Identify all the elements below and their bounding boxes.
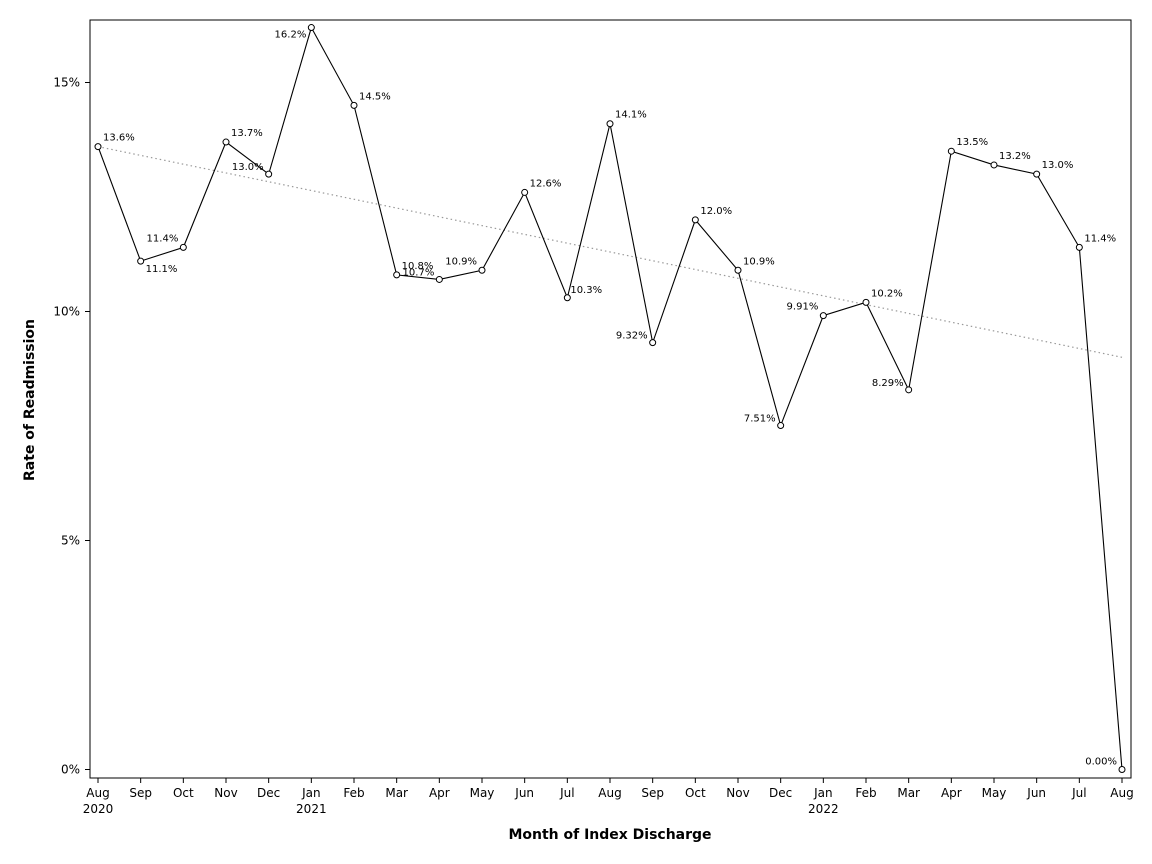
- data-point: [265, 170, 273, 178]
- data-label: 9.91%: [787, 302, 819, 313]
- data-label: 10.7%: [403, 267, 435, 278]
- data-point: [1033, 170, 1041, 178]
- series-group: [94, 24, 1126, 773]
- data-point: [947, 147, 955, 155]
- data-label: 10.8%: [402, 261, 434, 272]
- data-label: 13.7%: [231, 128, 263, 139]
- x-tick-label: Apr: [941, 786, 962, 800]
- x-tick-label: Aug: [86, 786, 109, 800]
- x-axis-title: Month of Index Discharge: [508, 827, 711, 843]
- data-point: [734, 266, 742, 274]
- data-point: [435, 275, 443, 283]
- y-tick-label: 10%: [53, 305, 80, 319]
- data-point: [649, 339, 657, 347]
- x-tick-label: Feb: [855, 786, 876, 800]
- data-label: 10.2%: [871, 288, 903, 299]
- x-tick-label: May: [470, 786, 495, 800]
- data-label: 11.1%: [146, 264, 178, 275]
- x-tick-label: Aug: [1110, 786, 1133, 800]
- x-year-label: 2020: [83, 802, 114, 816]
- x-tick-label: Dec: [769, 786, 792, 800]
- data-point: [478, 266, 486, 274]
- y-tick-label: 0%: [61, 763, 80, 777]
- trendline-group: [97, 146, 1123, 358]
- x-tick-label: Nov: [726, 786, 749, 800]
- data-point: [905, 386, 913, 394]
- x-tick-label: Nov: [214, 786, 237, 800]
- x-tick-label: Feb: [343, 786, 364, 800]
- x-year-label: 2021: [296, 802, 327, 816]
- data-label: 10.9%: [445, 256, 477, 267]
- x-tick-label: Jul: [559, 786, 574, 800]
- data-point: [222, 138, 230, 146]
- x-tick-label: Jun: [514, 786, 534, 800]
- data-point: [393, 271, 401, 279]
- data-label: 0.00%: [1085, 757, 1117, 768]
- x-tick-label: Sep: [641, 786, 664, 800]
- data-label: 13.2%: [999, 151, 1031, 162]
- x-year-label: 2022: [808, 802, 839, 816]
- x-tick-label: Aug: [598, 786, 621, 800]
- x-tick-label: Jan: [301, 786, 321, 800]
- data-label: 9.32%: [616, 331, 648, 342]
- data-point: [819, 312, 827, 320]
- data-label: 11.4%: [1084, 233, 1116, 244]
- x-tick-label: Mar: [385, 786, 408, 800]
- x-tick-label: Sep: [129, 786, 152, 800]
- data-label: 7.51%: [744, 414, 776, 425]
- data-label: 16.2%: [275, 30, 307, 41]
- data-label: 14.5%: [359, 91, 391, 102]
- data-point: [350, 101, 358, 109]
- data-label: 8.29%: [872, 378, 904, 389]
- data-point: [1118, 766, 1126, 773]
- data-point: [606, 120, 614, 128]
- data-point: [307, 24, 315, 32]
- data-point: [94, 143, 102, 151]
- y-axis-title: Rate of Readmission: [22, 319, 38, 481]
- data-label: 13.5%: [956, 137, 988, 148]
- data-point: [1075, 243, 1083, 251]
- trendline: [97, 146, 1123, 358]
- data-label: 12.0%: [700, 206, 732, 217]
- y-axis: 0% 5% 10% 15%: [53, 76, 90, 777]
- y-tick-label: 15%: [53, 76, 80, 90]
- data-label: 12.6%: [530, 178, 562, 189]
- x-tick-label: May: [982, 786, 1007, 800]
- data-label: 11.4%: [147, 233, 179, 244]
- data-label: 13.6%: [103, 133, 135, 144]
- x-tick-label: Dec: [257, 786, 280, 800]
- data-point: [691, 216, 699, 224]
- x-tick-label: Jun: [1026, 786, 1046, 800]
- data-label: 13.0%: [1042, 160, 1074, 171]
- data-point: [179, 243, 187, 251]
- data-point: [862, 298, 870, 306]
- x-tick-label: Oct: [173, 786, 194, 800]
- data-label: 10.9%: [743, 256, 775, 267]
- data-label: 13.0%: [232, 162, 264, 173]
- x-tick-label: Mar: [897, 786, 920, 800]
- y-tick-label: 5%: [61, 534, 80, 548]
- x-axis: Aug 2020 Sep Oct Nov Dec Jan 2021 Feb Mar Apr May Ju…: [83, 778, 1134, 816]
- x-tick-label: Jul: [1071, 786, 1086, 800]
- x-tick-label: Apr: [429, 786, 450, 800]
- x-tick-label: Oct: [685, 786, 706, 800]
- x-tick-label: Jan: [813, 786, 833, 800]
- data-point: [137, 257, 145, 265]
- data-point: [990, 161, 998, 169]
- data-labels-group: 13.6% 11.1% 11.4% 13.7% 13.0% 16.2% 14.5% 10.8%…: [103, 30, 1117, 768]
- data-point: [777, 422, 785, 430]
- data-point: [563, 294, 571, 302]
- data-label: 10.3%: [570, 285, 602, 296]
- data-point: [521, 188, 529, 196]
- data-label: 14.1%: [615, 110, 647, 121]
